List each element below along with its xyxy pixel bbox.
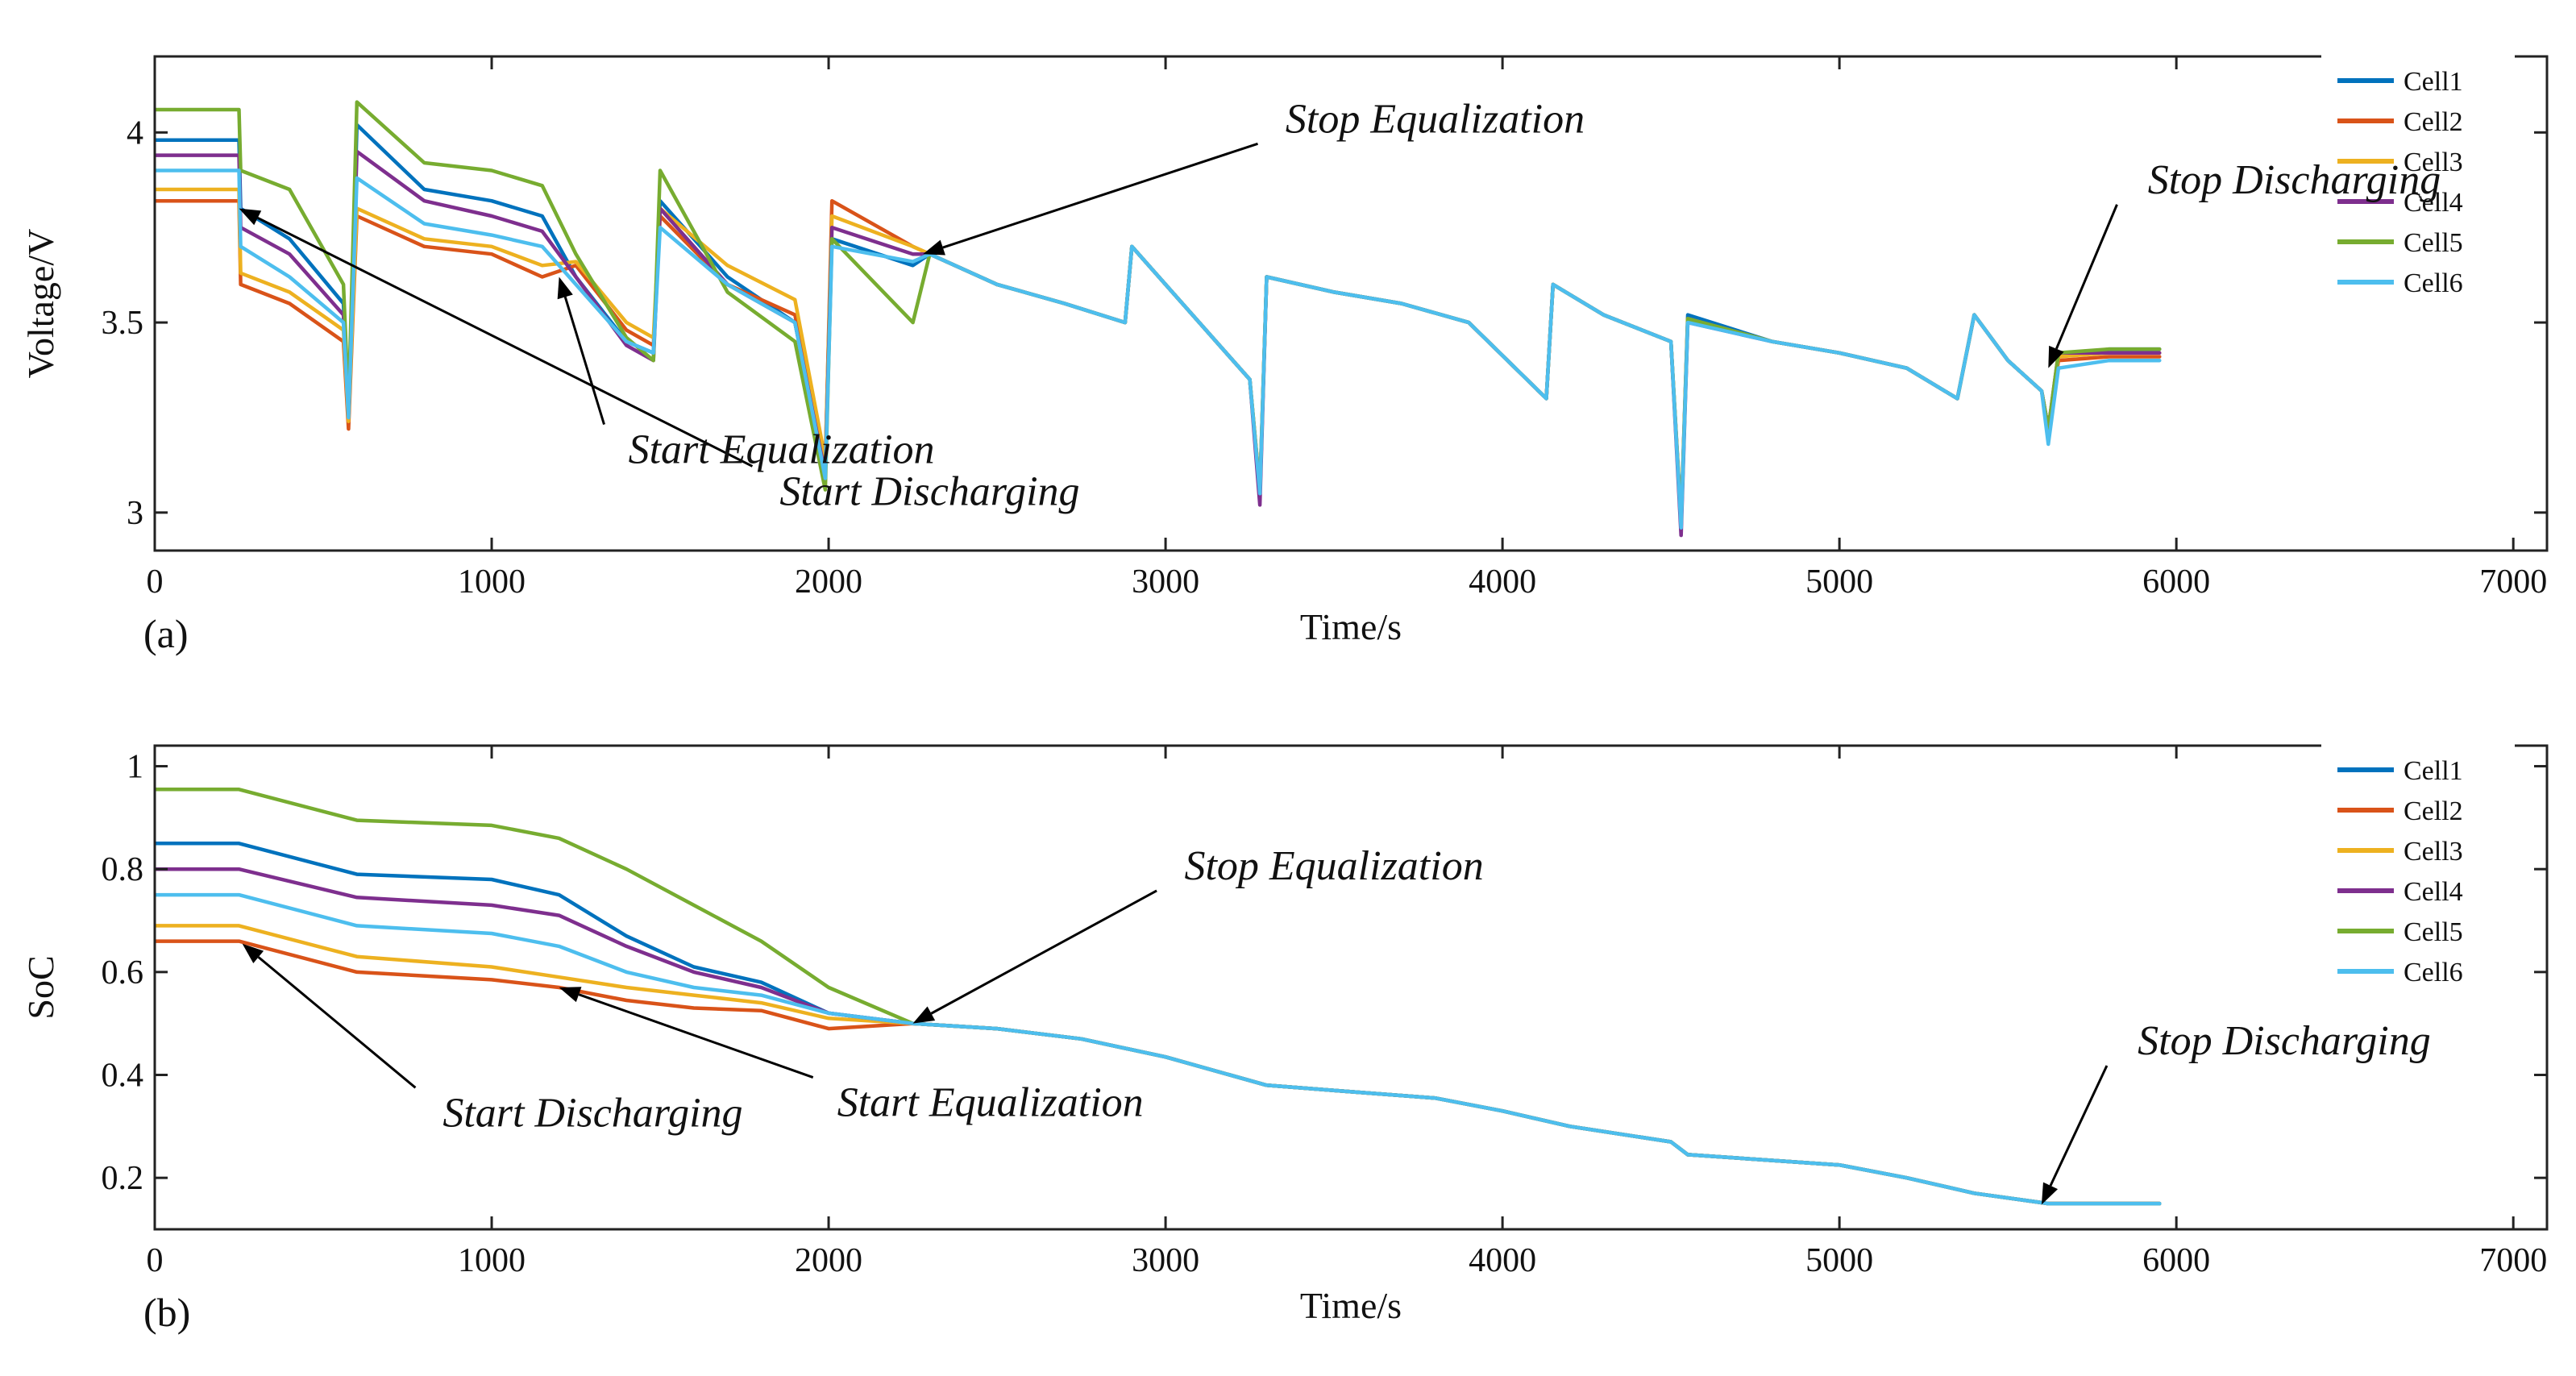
annotation-arrow (578, 993, 814, 1079)
series-line-cell6 (155, 168, 2162, 530)
series-line-cell5 (155, 100, 2162, 526)
annotation-label: Stop Equalization (1286, 96, 1585, 142)
annotation: Stop Equalization (923, 96, 1585, 256)
y-tick-label: 0.4 (102, 1058, 144, 1095)
x-tick-label: 0 (147, 563, 164, 601)
annotation-arrowhead (2041, 1182, 2059, 1205)
annotation-label: Start Discharging (442, 1090, 742, 1136)
y-tick-label: 4 (127, 114, 143, 152)
plot-frame (153, 55, 2549, 552)
legend-label-cell5: Cell5 (2404, 917, 2463, 947)
x-tick-label: 3000 (1132, 563, 1199, 601)
legend-label-cell4: Cell4 (2404, 877, 2463, 907)
y-tick-label: 1 (127, 749, 143, 786)
annotation: Stop Equalization (912, 843, 1484, 1024)
x-tick-label: 4000 (1469, 563, 1536, 601)
y-axis-label: SoC (20, 955, 61, 1019)
x-tick-label: 5000 (1805, 1242, 1873, 1279)
y-tick-label: 3 (127, 495, 143, 532)
x-tick-label: 1000 (458, 1242, 526, 1279)
annotation-arrow (930, 889, 1157, 1015)
annotation: Start Discharging (239, 208, 1080, 514)
x-tick-label: 4000 (1469, 1242, 1536, 1279)
annotation-label: Start Equalization (629, 427, 935, 473)
x-tick-label: 1000 (458, 563, 526, 601)
annotation-arrowhead (923, 239, 945, 256)
annotation-arrow (257, 216, 754, 468)
x-tick-label: 2000 (795, 563, 862, 601)
y-tick-label: 0.8 (102, 851, 144, 888)
annotation-arrowhead (559, 987, 582, 1003)
annotation-arrowhead (557, 276, 573, 300)
series-line-cell2 (155, 939, 2162, 1206)
annotation-label: Stop Discharging (2138, 1018, 2431, 1064)
annotation-label: Stop Equalization (1184, 843, 1483, 889)
legend-label-cell6: Cell6 (2404, 268, 2463, 298)
legend-label-cell4: Cell4 (2404, 188, 2463, 218)
annotation-arrowhead (242, 943, 264, 964)
annotation-arrowhead (2048, 345, 2064, 368)
legend-label-cell6: Cell6 (2404, 958, 2463, 987)
x-tick-label: 6000 (2142, 1242, 2210, 1279)
soc-panel: 0 1000 2000 3000 4000 5000 6000 7000 0.2 0.4 0.6 0.… (20, 738, 2549, 1335)
annotation: Start Equalization (559, 987, 1144, 1126)
y-tick-label: 3.5 (102, 305, 144, 342)
y-axis-label: Voltage/V (20, 229, 61, 379)
series-line-cell1 (155, 842, 2162, 1206)
x-tick-label: 2000 (795, 1242, 862, 1279)
legend-label-cell1: Cell1 (2404, 756, 2463, 786)
series-line-cell1 (155, 123, 2162, 522)
legend: Cell1 Cell2 Cell3 Cell4 Cell5 Cell6 (2321, 738, 2515, 996)
annotation: Start Equalization (557, 276, 935, 473)
legend-label-cell3: Cell3 (2404, 148, 2463, 177)
x-tick-label: 6000 (2142, 563, 2210, 601)
annotation: Stop Discharging (2048, 157, 2441, 368)
series-line-cell4 (155, 867, 2162, 1206)
panel-label: (b) (143, 1290, 190, 1335)
series-line-cell5 (155, 788, 2162, 1206)
series-line-cell4 (155, 149, 2162, 538)
panel-label: (a) (143, 611, 189, 656)
series-group (155, 100, 2162, 538)
annotation-label: Start Equalization (837, 1080, 1144, 1126)
annotation-arrowhead (912, 1006, 936, 1024)
x-tick-label: 3000 (1132, 1242, 1199, 1279)
annotation-arrow (942, 142, 1258, 249)
annotation-arrow (563, 296, 605, 425)
series-line-cell6 (155, 892, 2162, 1206)
x-tick-label: 7000 (2479, 1242, 2547, 1279)
annotation-arrow (2049, 1065, 2109, 1187)
series-group (155, 788, 2162, 1206)
legend-label-cell2: Cell2 (2404, 796, 2463, 826)
y-tick-label: 0.6 (102, 954, 144, 991)
annotation: Stop Discharging (2041, 1018, 2431, 1205)
legend-label-cell2: Cell2 (2404, 107, 2463, 137)
legend-label-cell3: Cell3 (2404, 837, 2463, 867)
annotation-label: Stop Discharging (2148, 157, 2441, 203)
plot-frame (153, 744, 2549, 1231)
annotation: Start Discharging (242, 943, 743, 1136)
voltage-panel: 0 1000 2000 3000 4000 5000 6000 7000 3 3.5 4 Time/s… (20, 48, 2549, 656)
legend-label-cell1: Cell1 (2404, 67, 2463, 97)
annotation-arrow (257, 956, 417, 1089)
annotation-arrowhead (239, 208, 262, 226)
annotation-arrow (2055, 204, 2118, 350)
x-tick-label: 5000 (1805, 563, 1873, 601)
legend: Cell1 Cell2 Cell3 Cell4 Cell5 Cell6 (2321, 48, 2515, 306)
x-axis-label: Time/s (1300, 1285, 1402, 1326)
x-tick-label: 0 (147, 1242, 164, 1279)
x-axis-label: Time/s (1300, 606, 1402, 647)
series-line-cell2 (155, 198, 2162, 526)
legend-label-cell5: Cell5 (2404, 228, 2463, 258)
y-tick-label: 0.2 (102, 1160, 144, 1197)
annotation-label: Start Discharging (779, 468, 1079, 514)
series-line-cell3 (155, 924, 2162, 1206)
x-tick-label: 7000 (2479, 563, 2547, 601)
